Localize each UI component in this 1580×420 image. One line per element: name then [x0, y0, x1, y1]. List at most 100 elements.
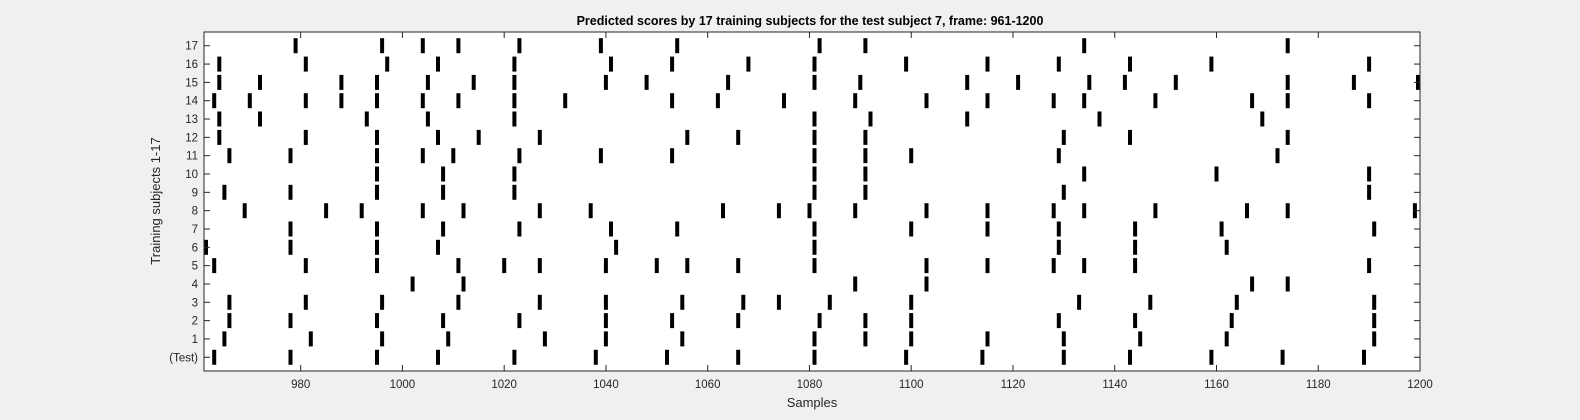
event-mark-row-2-7: [736, 313, 741, 329]
event-mark-row-12-11: [1128, 129, 1132, 145]
event-mark-row-0-2: [375, 349, 379, 365]
event-mark-row-15-17: [1285, 74, 1290, 90]
event-mark-row-3-14: [1372, 294, 1377, 310]
event-mark-row-15-15: [1122, 74, 1127, 90]
event-mark-row-3-8: [776, 294, 781, 310]
y-tick-label: 2: [192, 316, 198, 328]
event-mark-row-2-0: [227, 313, 232, 329]
event-mark-row-14-20: [1367, 93, 1372, 109]
event-mark-row-12-7: [736, 129, 741, 145]
event-mark-row-2-5: [603, 313, 608, 329]
y-tick-label: 17: [185, 41, 198, 53]
event-mark-row-8-8: [776, 203, 781, 219]
event-mark-row-7-5: [675, 221, 680, 237]
event-mark-row-2-13: [1229, 313, 1234, 329]
event-mark-row-15-6: [512, 74, 517, 90]
event-mark-row-13-1: [258, 111, 262, 127]
event-mark-row-0-5: [593, 349, 598, 365]
x-tick-label: 1140: [1102, 379, 1127, 391]
x-tick-label: 1180: [1306, 379, 1331, 391]
event-mark-row-2-3: [441, 313, 446, 329]
event-mark-row-10-0: [375, 166, 379, 182]
event-mark-row-14-14: [985, 93, 990, 109]
event-mark-row-5-11: [924, 258, 929, 274]
event-mark-row-7-2: [441, 221, 446, 237]
event-mark-row-16-12: [1128, 56, 1132, 72]
event-mark-row-17-10: [1285, 38, 1290, 54]
event-mark-row-8-6: [588, 203, 593, 219]
event-mark-row-15-13: [1016, 74, 1021, 90]
event-mark-row-15-0: [217, 74, 222, 90]
event-mark-row-17-9: [1082, 38, 1087, 54]
event-mark-row-5-6: [603, 258, 608, 274]
event-mark-row-2-8: [817, 313, 822, 329]
event-mark-row-12-0: [217, 129, 222, 145]
event-mark-row-12-5: [537, 129, 542, 145]
x-tick-label: 1120: [1001, 379, 1026, 391]
event-mark-row-5-15: [1133, 258, 1138, 274]
x-tick-label: 980: [291, 379, 310, 391]
event-mark-row-3-6: [680, 294, 685, 310]
event-mark-row-6-3: [436, 239, 440, 255]
event-mark-row-17-2: [420, 38, 425, 54]
event-mark-row-8-13: [1051, 203, 1056, 219]
event-mark-row-7-7: [909, 221, 914, 237]
event-mark-row-8-7: [721, 203, 725, 219]
event-mark-row-8-10: [853, 203, 858, 219]
event-mark-row-3-0: [227, 294, 232, 310]
event-mark-row-4-1: [461, 276, 466, 292]
event-mark-row-11-9: [863, 148, 868, 164]
event-mark-row-3-7: [741, 294, 746, 310]
event-mark-row-17-7: [817, 38, 822, 54]
event-mark-row-15-5: [471, 74, 476, 90]
event-mark-row-7-6: [812, 221, 817, 237]
event-mark-row-14-17: [1153, 93, 1158, 109]
event-mark-row-15-10: [812, 74, 817, 90]
event-mark-row-8-5: [537, 203, 542, 219]
event-mark-row-16-3: [436, 56, 440, 72]
event-mark-row-13-6: [868, 111, 873, 127]
event-mark-row-5-14: [1082, 258, 1087, 274]
chart-title: Predicted scores by 17 training subjects…: [577, 14, 1044, 28]
event-mark-row-16-10: [985, 56, 990, 72]
event-mark-row-12-8: [812, 129, 817, 145]
event-mark-row-11-12: [1275, 148, 1280, 164]
event-mark-row-2-6: [670, 313, 675, 329]
event-mark-row-16-4: [512, 56, 517, 72]
event-mark-row-17-8: [863, 38, 868, 54]
y-tick-label: 7: [192, 224, 198, 236]
event-mark-row-11-1: [288, 148, 293, 164]
event-mark-row-5-7: [654, 258, 659, 274]
event-mark-row-3-2: [380, 294, 385, 310]
event-mark-row-0-10: [980, 349, 985, 365]
event-mark-row-15-2: [339, 74, 344, 90]
y-tick-label: 16: [185, 59, 198, 71]
plot-area: [204, 32, 1420, 371]
event-mark-row-8-15: [1153, 203, 1158, 219]
event-mark-row-17-0: [293, 38, 298, 54]
event-mark-row-9-8: [1367, 184, 1372, 200]
event-mark-row-12-6: [685, 129, 690, 145]
event-mark-row-2-1: [288, 313, 293, 329]
event-mark-row-11-6: [598, 148, 603, 164]
event-mark-row-2-12: [1133, 313, 1138, 329]
event-mark-row-14-2: [303, 93, 308, 109]
event-mark-row-8-2: [359, 203, 364, 219]
event-mark-row-10-4: [863, 166, 868, 182]
event-mark-row-10-6: [1214, 166, 1219, 182]
event-mark-row-4-3: [924, 276, 929, 292]
event-mark-row-10-3: [812, 166, 817, 182]
event-mark-row-13-9: [1260, 111, 1265, 127]
event-mark-row-5-5: [537, 258, 542, 274]
event-mark-row-4-4: [1250, 276, 1255, 292]
event-mark-row-6-1: [288, 239, 293, 255]
event-mark-row-14-18: [1250, 93, 1255, 109]
event-mark-row-14-11: [782, 93, 786, 109]
event-mark-row-7-9: [1056, 221, 1061, 237]
event-mark-row-14-0: [212, 93, 217, 109]
event-mark-row-11-7: [670, 148, 675, 164]
event-mark-row-10-1: [441, 166, 446, 182]
event-mark-row-0-15: [1362, 349, 1366, 365]
event-mark-row-0-9: [904, 349, 909, 365]
